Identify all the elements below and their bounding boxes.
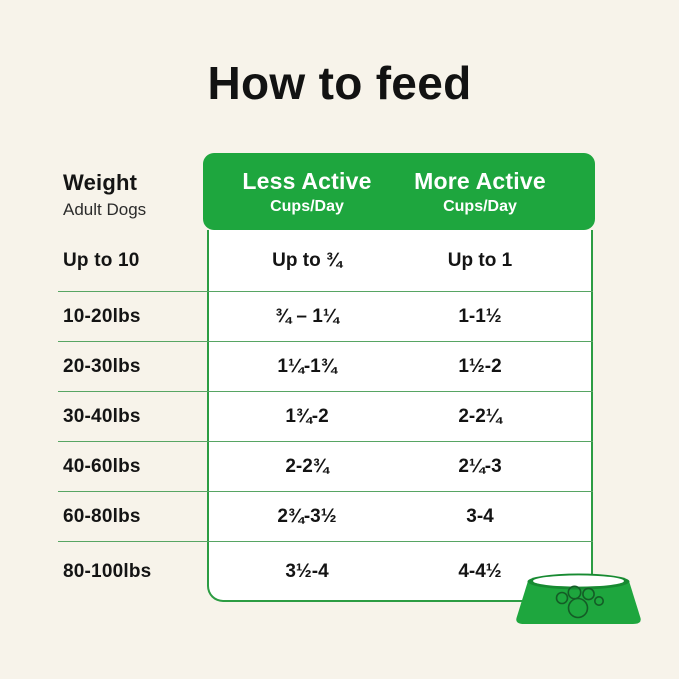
- less-active-label: Less Active: [242, 167, 372, 194]
- table-row: 60-80lbs 2¾-3½ 3-4: [58, 492, 593, 542]
- less-active-cell: 2-2¾: [285, 455, 329, 477]
- weight-header-subtitle: Adult Dogs: [63, 200, 147, 219]
- weight-cell: 30-40lbs: [63, 405, 141, 427]
- dog-bowl-icon: [516, 573, 641, 624]
- column-header-less-active: Less Active Cups/Day: [207, 168, 407, 216]
- more-active-cell: 4-4½: [458, 561, 502, 582]
- less-active-cell: 1¾-2: [285, 405, 329, 427]
- table-row: 30-40lbs 1¾-2 2-2¼: [58, 392, 593, 442]
- more-active-cell: 1-1½: [458, 305, 502, 327]
- column-header-more-active: More Active Cups/Day: [407, 168, 553, 216]
- less-active-sublabel: Cups/Day: [270, 197, 344, 215]
- table-row: 80-100lbs 3½-4 4-4½: [58, 542, 593, 602]
- more-active-label: More Active: [414, 167, 546, 194]
- feeding-table: Up to 10 Up to ¾ Up to 1 10-20lbs ¾ – 1¼…: [58, 230, 593, 602]
- more-active-cell: 2-2¼: [458, 405, 502, 427]
- weight-cell: Up to 10: [63, 249, 140, 271]
- more-active-cell: 1½-2: [458, 355, 502, 377]
- more-active-cell: 2¼-3: [458, 455, 502, 477]
- more-active-sublabel: Cups/Day: [443, 197, 517, 215]
- less-active-cell: ¾ – 1¼: [275, 305, 339, 327]
- weight-column-header: Weight Adult Dogs: [63, 170, 146, 220]
- table-row: 10-20lbs ¾ – 1¼ 1-1½: [58, 292, 593, 342]
- less-active-cell: 2¾-3½: [277, 505, 337, 527]
- weight-cell: 10-20lbs: [63, 305, 141, 327]
- activity-columns-header: Less Active Cups/Day More Active Cups/Da…: [203, 153, 595, 230]
- less-active-cell: Up to ¾: [272, 249, 342, 271]
- table-background: [207, 230, 593, 602]
- less-active-cell: 3½-4: [285, 561, 329, 582]
- less-active-cell: 1¼-1¾: [277, 355, 337, 377]
- weight-header-title: Weight: [63, 170, 138, 195]
- more-active-cell: 3-4: [466, 505, 494, 527]
- table-row: 20-30lbs 1¼-1¾ 1½-2: [58, 342, 593, 392]
- page-title: How to feed: [207, 57, 472, 109]
- more-active-cell: Up to 1: [447, 249, 513, 271]
- weight-cell: 60-80lbs: [63, 505, 141, 527]
- paw-print-icon: [555, 585, 605, 619]
- weight-cell: 40-60lbs: [63, 455, 141, 477]
- weight-cell: 80-100lbs: [63, 561, 152, 582]
- table-row: 40-60lbs 2-2¾ 2¼-3: [58, 442, 593, 492]
- weight-cell: 20-30lbs: [63, 355, 141, 377]
- table-row: Up to 10 Up to ¾ Up to 1: [58, 230, 593, 292]
